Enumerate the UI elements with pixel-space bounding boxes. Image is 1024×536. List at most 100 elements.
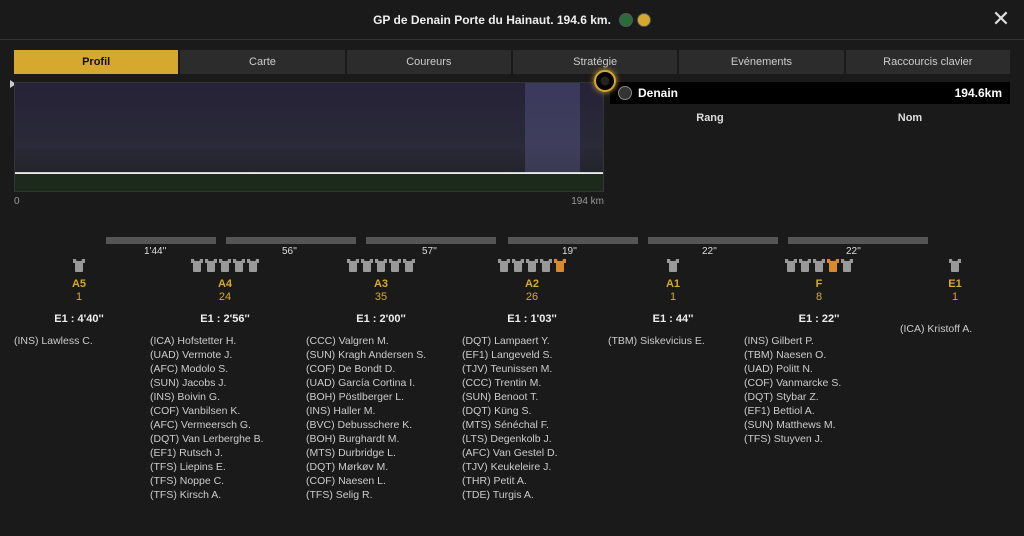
tab-carte[interactable]: Carte bbox=[180, 50, 344, 74]
group-count: 1 bbox=[76, 291, 82, 303]
rider-item: (TFS) Liepins E. bbox=[150, 461, 226, 473]
peloton-groups: 1'44''56''57''19''22''22''A51E1 : 4'40''… bbox=[14, 237, 1010, 501]
rider-item: (INS) Gilbert P. bbox=[744, 335, 814, 347]
jersey-row bbox=[667, 259, 679, 272]
close-button[interactable]: ✕ bbox=[988, 6, 1014, 32]
finish-location: Denain bbox=[638, 86, 955, 100]
jersey-icon bbox=[247, 259, 259, 272]
group-code: A5 bbox=[72, 278, 86, 290]
group-time: E1 : 44'' bbox=[653, 313, 694, 325]
axis-end: 194 km bbox=[571, 196, 604, 207]
jersey-icon bbox=[949, 259, 961, 272]
jersey-icon bbox=[233, 259, 245, 272]
rider-item: (COF) Vanbilsen K. bbox=[150, 405, 240, 417]
jersey-icon bbox=[813, 259, 825, 272]
jersey-row bbox=[73, 259, 85, 272]
rider-item: (UAD) Vermote J. bbox=[150, 349, 232, 361]
jersey-icon bbox=[667, 259, 679, 272]
rider-list: (ICA) Kristoff A. bbox=[900, 323, 1010, 335]
jersey-icon bbox=[785, 259, 797, 272]
jersey-icon bbox=[498, 259, 510, 272]
finish-marker-icon bbox=[594, 70, 616, 92]
rider-item: (TJV) Keukeleire J. bbox=[462, 461, 551, 473]
rider-item: (COF) De Bondt D. bbox=[306, 363, 395, 375]
tab-coureurs[interactable]: Coureurs bbox=[347, 50, 511, 74]
total-distance: 194.6km bbox=[955, 86, 1002, 100]
tab-raccourcis clavier[interactable]: Raccourcis clavier bbox=[846, 50, 1010, 74]
finish-flag-icon bbox=[618, 86, 632, 100]
race-title: GP de Denain Porte du Hainaut. 194.6 km. bbox=[373, 13, 611, 27]
rider-item: (SUN) Jacobs J. bbox=[150, 377, 226, 389]
tab-bar: ProfilCarteCoureursStratégieEvénementsRa… bbox=[14, 50, 1010, 74]
rider-item: (COF) Vanmarcke S. bbox=[744, 377, 841, 389]
rider-list: (INS) Gilbert P.(TBM) Naesen O.(UAD) Pol… bbox=[744, 335, 894, 445]
rider-item: (SUN) Benoot T. bbox=[462, 391, 538, 403]
rider-item: (CCC) Trentin M. bbox=[462, 377, 541, 389]
group-code: E1 bbox=[948, 278, 961, 290]
jersey-icon bbox=[799, 259, 811, 272]
group-E1: E11 (ICA) Kristoff A. bbox=[900, 237, 1010, 335]
jersey-icon bbox=[554, 259, 566, 272]
rider-list: (INS) Lawless C. bbox=[14, 335, 144, 347]
rider-list: (ICA) Hofstetter H.(UAD) Vermote J.(AFC)… bbox=[150, 335, 300, 501]
group-count: 35 bbox=[375, 291, 387, 303]
elevation-line bbox=[15, 172, 603, 174]
group-code: A3 bbox=[374, 278, 388, 290]
rider-item: (INS) Boivin G. bbox=[150, 391, 220, 403]
rider-list: (TBM) Siskevicius E. bbox=[608, 335, 738, 347]
group-count: 1 bbox=[670, 291, 676, 303]
rider-item: (SUN) Matthews M. bbox=[744, 419, 836, 431]
rider-item: (MTS) Durbridge L. bbox=[306, 447, 396, 459]
rider-item: (MTS) Sénéchal F. bbox=[462, 419, 549, 431]
rider-item: (CCC) Valgren M. bbox=[306, 335, 389, 347]
rider-item: (INS) Haller M. bbox=[306, 405, 375, 417]
jersey-icon bbox=[219, 259, 231, 272]
rider-item: (TJV) Teunissen M. bbox=[462, 363, 552, 375]
jersey-row bbox=[949, 259, 961, 272]
rider-item: (TFS) Stuyven J. bbox=[744, 433, 823, 445]
rider-list: (DQT) Lampaert Y.(EF1) Langeveld S.(TJV)… bbox=[462, 335, 602, 501]
rider-item: (DQT) Van Lerberghe B. bbox=[150, 433, 264, 445]
elevation-profile: 0 194 km bbox=[14, 82, 604, 207]
jersey-icon bbox=[347, 259, 359, 272]
group-code: A4 bbox=[218, 278, 232, 290]
rider-item: (THR) Petit A. bbox=[462, 475, 527, 487]
group-time: E1 : 2'56'' bbox=[200, 313, 249, 325]
group-A3: A335E1 : 2'00''(CCC) Valgren M.(SUN) Kra… bbox=[306, 237, 456, 501]
rider-item: (AFC) Modolo S. bbox=[150, 363, 228, 375]
rider-item: (ICA) Kristoff A. bbox=[900, 323, 972, 335]
jersey-icon bbox=[512, 259, 524, 272]
group-count: 8 bbox=[816, 291, 822, 303]
ranking-panel: Denain 194.6km Rang Nom bbox=[610, 82, 1010, 207]
group-time: E1 : 1'03'' bbox=[507, 313, 556, 325]
group-A2: A226E1 : 1'03''(DQT) Lampaert Y.(EF1) La… bbox=[462, 237, 602, 501]
rider-item: (DQT) Küng S. bbox=[462, 405, 531, 417]
rider-item: (TBM) Siskevicius E. bbox=[608, 335, 705, 347]
tab-evénements[interactable]: Evénements bbox=[679, 50, 843, 74]
x-axis: 0 194 km bbox=[14, 196, 604, 207]
jersey-icon bbox=[73, 259, 85, 272]
tab-stratégie[interactable]: Stratégie bbox=[513, 50, 677, 74]
jersey-icon bbox=[827, 259, 839, 272]
group-count: 24 bbox=[219, 291, 231, 303]
rider-item: (TFS) Kirsch A. bbox=[150, 489, 221, 501]
rider-item: (TFS) Selig R. bbox=[306, 489, 373, 501]
header-icons bbox=[619, 13, 651, 27]
rider-item: (BVC) Debusschere K. bbox=[306, 419, 412, 431]
difficulty-icon bbox=[619, 13, 633, 27]
ranking-header: Denain 194.6km bbox=[610, 82, 1010, 104]
tab-profil[interactable]: Profil bbox=[14, 50, 178, 74]
rider-list: (CCC) Valgren M. (SUN) Kragh Andersen S. (… bbox=[306, 335, 456, 501]
axis-start: 0 bbox=[14, 196, 20, 207]
rider-item: (UAD) Politt N. bbox=[744, 363, 813, 375]
rider-item: (SUN) Kragh Andersen S. bbox=[306, 349, 426, 361]
jersey-icon bbox=[375, 259, 387, 272]
elevation-fill bbox=[15, 173, 603, 191]
rider-item: (EF1) Rutsch J. bbox=[150, 447, 223, 459]
chart-area[interactable] bbox=[14, 82, 604, 192]
rider-item: (UAD) García Cortina I. bbox=[306, 377, 415, 389]
group-count: 1 bbox=[952, 291, 958, 303]
rider-item: (COF) Naesen L. bbox=[306, 475, 386, 487]
title-bar: GP de Denain Porte du Hainaut. 194.6 km.… bbox=[0, 0, 1024, 40]
group-time: E1 : 4'40'' bbox=[54, 313, 103, 325]
